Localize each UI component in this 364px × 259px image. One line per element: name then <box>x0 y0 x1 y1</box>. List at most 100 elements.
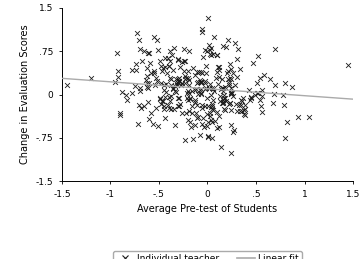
Point <box>209 120 215 124</box>
Point <box>198 92 204 96</box>
Point <box>174 80 180 84</box>
Point <box>173 77 178 81</box>
Point <box>216 125 222 129</box>
Point <box>162 83 167 88</box>
Point <box>242 107 248 111</box>
Point <box>194 81 200 85</box>
Point <box>221 98 226 102</box>
Point <box>227 62 233 67</box>
Point <box>88 76 94 80</box>
Point <box>186 109 191 113</box>
Point <box>202 81 208 85</box>
Point <box>174 82 179 86</box>
Point <box>194 103 200 107</box>
Point <box>209 104 215 109</box>
Point <box>250 61 256 66</box>
Point <box>284 120 290 124</box>
Point <box>187 97 193 102</box>
Point <box>254 91 260 95</box>
Point <box>254 81 260 85</box>
Point <box>137 89 143 93</box>
Point <box>229 91 235 96</box>
Point <box>185 69 191 73</box>
Point <box>280 93 286 97</box>
Point <box>215 82 221 86</box>
Point <box>193 87 199 91</box>
Point <box>183 81 189 85</box>
Point <box>271 92 277 96</box>
Point <box>133 62 139 67</box>
Point <box>163 64 169 69</box>
Point <box>238 103 244 107</box>
Point <box>220 101 226 105</box>
Point <box>153 106 159 110</box>
Point <box>168 107 174 112</box>
Point <box>216 68 222 72</box>
Point <box>259 94 265 98</box>
Point <box>158 102 163 106</box>
Point <box>199 103 205 107</box>
Point <box>198 80 204 84</box>
Point <box>234 109 240 113</box>
Point <box>186 78 192 82</box>
Point <box>198 91 203 95</box>
Point <box>197 133 202 138</box>
Point <box>232 83 238 87</box>
Point <box>205 135 211 139</box>
Point <box>181 59 187 63</box>
Point <box>172 83 178 88</box>
Point <box>220 86 226 90</box>
Point <box>194 70 199 75</box>
Point <box>209 102 215 106</box>
Point <box>214 126 220 130</box>
Point <box>190 111 195 115</box>
Point <box>167 99 173 103</box>
X-axis label: Average Pre-test of Students: Average Pre-test of Students <box>138 204 277 214</box>
Point <box>208 104 214 109</box>
Point <box>260 88 265 92</box>
Point <box>206 43 212 47</box>
Point <box>170 87 176 91</box>
Point <box>200 55 206 59</box>
Point <box>64 83 70 87</box>
Point <box>141 104 147 108</box>
Point <box>216 65 222 69</box>
Point <box>185 76 191 80</box>
Point <box>205 104 211 108</box>
Point <box>230 93 236 98</box>
Point <box>202 104 208 108</box>
Point <box>179 111 185 115</box>
Point <box>145 51 150 55</box>
Point <box>154 78 160 83</box>
Point <box>246 88 252 92</box>
Point <box>199 30 205 34</box>
Point <box>219 77 225 81</box>
Point <box>167 49 173 53</box>
Point <box>179 81 185 85</box>
Point <box>214 70 220 74</box>
Point <box>201 125 207 129</box>
Point <box>190 66 196 70</box>
Point <box>238 98 244 102</box>
Point <box>170 68 176 73</box>
Point <box>165 56 171 60</box>
Point <box>229 151 234 155</box>
Point <box>137 85 143 90</box>
Point <box>197 78 203 82</box>
Point <box>166 103 171 107</box>
Point <box>240 96 245 100</box>
Point <box>198 87 203 91</box>
Point <box>147 61 153 65</box>
Point <box>220 89 226 93</box>
Point <box>162 56 168 61</box>
Point <box>204 96 210 100</box>
Point <box>181 47 187 52</box>
Point <box>236 103 242 107</box>
Point <box>151 35 157 39</box>
Point <box>272 47 278 52</box>
Point <box>116 111 122 115</box>
Point <box>234 75 240 80</box>
Point <box>204 49 210 53</box>
Point <box>230 130 236 134</box>
Point <box>228 91 234 95</box>
